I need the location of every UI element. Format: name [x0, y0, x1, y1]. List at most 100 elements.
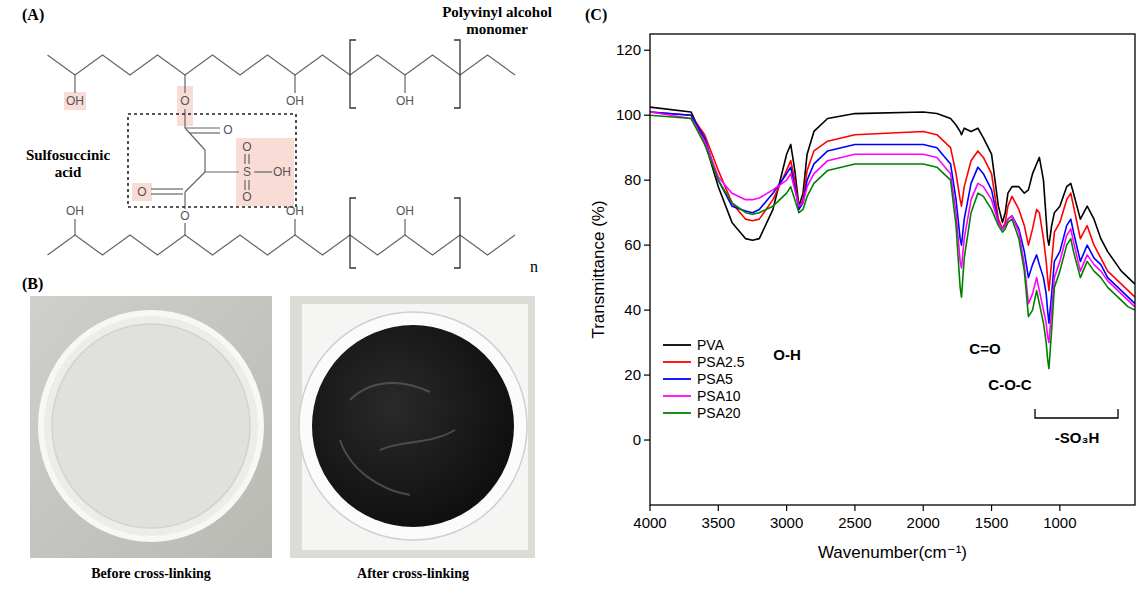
- bond: [294, 75, 295, 93]
- bond: [404, 219, 405, 235]
- chain: [48, 55, 516, 75]
- atom-label: OH: [396, 204, 414, 218]
- monomer-label-line: Polyvinyl alcohol: [442, 4, 552, 20]
- bond: [151, 188, 183, 189]
- y-tick: [644, 439, 650, 440]
- y-tick-label: 80: [624, 171, 641, 188]
- monomer-label: Polyvinyl alcoholmonomer: [442, 4, 552, 37]
- bond: [184, 75, 185, 93]
- solution: [52, 324, 250, 528]
- y-tick-label: 120: [616, 41, 641, 58]
- bracket: [350, 40, 356, 108]
- x-tick: [854, 505, 855, 511]
- x-tick-label: 1000: [1043, 514, 1076, 531]
- panel-label: (C): [585, 6, 607, 24]
- x-tick: [649, 505, 650, 511]
- bond: [248, 180, 249, 190]
- plot-frame: [650, 34, 1135, 505]
- gel: [312, 325, 514, 527]
- annotation: C-O-C: [988, 376, 1031, 393]
- legend: PVAPSA2.5PSA5PSA10PSA20: [663, 337, 745, 421]
- atom-label: OH: [396, 94, 414, 108]
- spectrum-line: [650, 112, 1135, 323]
- annotation-bracket: [1035, 409, 1118, 418]
- monomer-label-line: monomer: [466, 21, 528, 37]
- bond: [244, 154, 245, 164]
- spectrum-line: [650, 112, 1135, 297]
- annotation: C=O: [969, 340, 1001, 357]
- bond: [74, 219, 75, 235]
- legend-label: PSA2.5: [697, 354, 745, 370]
- x-tick: [786, 505, 787, 511]
- photo-after: [290, 296, 535, 558]
- x-tick: [1059, 505, 1060, 511]
- atom-label: OH: [66, 204, 84, 218]
- bond: [254, 171, 272, 172]
- dashed-box: [128, 114, 296, 207]
- bracket: [454, 40, 460, 108]
- highlight: [64, 92, 86, 110]
- legend-swatch: [663, 361, 691, 363]
- spectrum-line: [650, 115, 1135, 368]
- x-tick: [991, 505, 992, 511]
- atom-label: O: [242, 190, 251, 204]
- x-tick-label: 2500: [838, 514, 871, 531]
- axes: 0204060801001204000350030002500200015001…: [589, 41, 1077, 562]
- y-tick-label: 100: [616, 106, 641, 123]
- bond: [185, 128, 205, 150]
- y-tick-label: 40: [624, 301, 641, 318]
- y-tick-label: 0: [633, 431, 641, 448]
- crosslinker-label-line: acid: [55, 164, 82, 180]
- chain: [48, 235, 516, 255]
- bond: [185, 172, 205, 192]
- bond: [185, 127, 220, 128]
- bond: [151, 193, 183, 194]
- highlight: [236, 138, 294, 206]
- annotation: -SO₃H: [1055, 429, 1099, 446]
- bond: [244, 180, 245, 190]
- bond: [205, 171, 239, 172]
- x-tick-label: 3000: [770, 514, 803, 531]
- paper: [302, 304, 528, 550]
- atom-label: O: [180, 94, 189, 108]
- y-tick: [644, 374, 650, 375]
- y-tick-label: 60: [624, 236, 641, 253]
- structure: OHOOHOHOSOOOHOOOHOHOHn: [48, 40, 539, 275]
- atom-label: OH: [286, 204, 304, 218]
- legend-swatch: [663, 395, 691, 397]
- bond: [204, 150, 205, 172]
- legend-swatch: [663, 344, 691, 346]
- bond: [184, 109, 185, 128]
- bond: [248, 154, 249, 164]
- bond: [404, 75, 405, 93]
- photo-background: [30, 296, 272, 558]
- panel-label: (B): [22, 275, 43, 293]
- bracket: [350, 198, 356, 268]
- repeat-label: n: [530, 258, 538, 275]
- y-axis-title: Transmittance (%): [589, 200, 608, 338]
- dish: [41, 313, 261, 539]
- legend-label: PVA: [697, 337, 725, 353]
- x-axis-title: Wavenumber(cm⁻¹): [818, 543, 967, 562]
- reflection: [340, 383, 455, 495]
- dish: [299, 312, 527, 540]
- legend-label: PSA10: [697, 388, 741, 404]
- y-tick: [644, 180, 650, 181]
- crosslinker-label: Sulfosuccinicacid: [26, 147, 111, 180]
- atom-label: O: [223, 123, 232, 137]
- x-tick-label: 2000: [907, 514, 940, 531]
- x-tick-label: 3500: [702, 514, 735, 531]
- y-tick: [644, 50, 650, 51]
- bond: [189, 132, 220, 133]
- panel-label: (A): [22, 6, 44, 24]
- photo-background: [290, 296, 535, 558]
- photo-caption: After cross-linking: [357, 566, 469, 581]
- bracket: [454, 198, 460, 268]
- photo-before: [30, 296, 272, 558]
- x-tick: [718, 505, 719, 511]
- x-tick-label: 1500: [975, 514, 1008, 531]
- atom-label: O: [242, 140, 251, 154]
- atom-label: OH: [273, 165, 291, 179]
- figure: (A)OHOOHOHOSOOOHOOOHOHOHnPolyvinyl alcoh…: [0, 0, 1148, 590]
- atom-label: OH: [66, 94, 84, 108]
